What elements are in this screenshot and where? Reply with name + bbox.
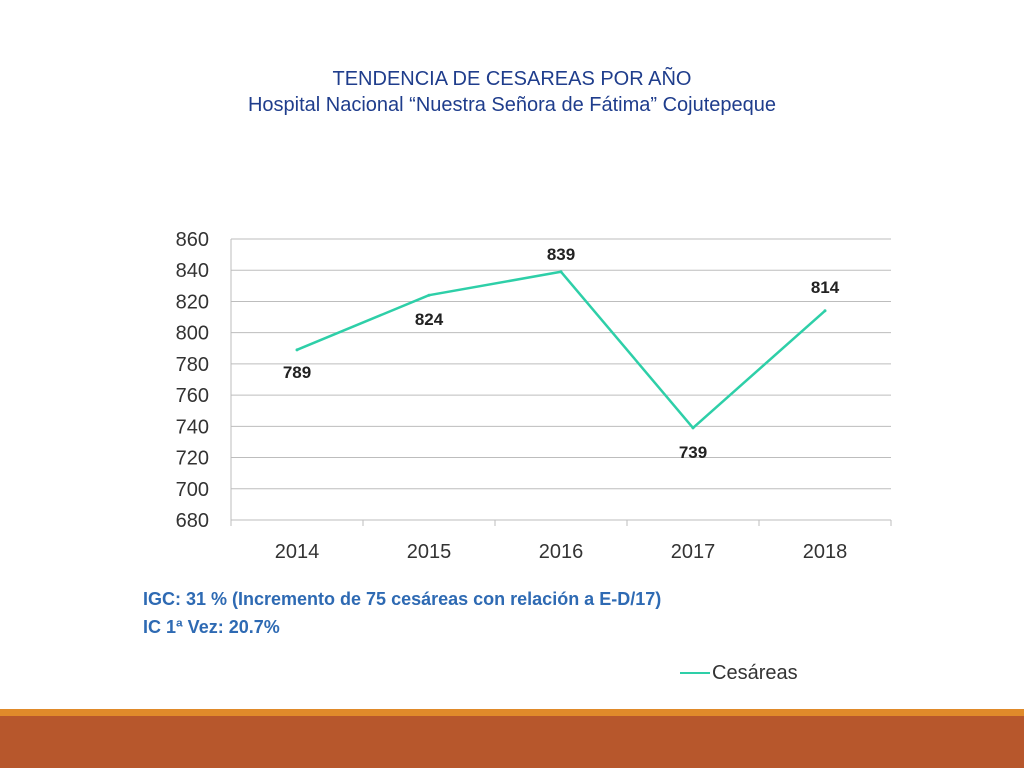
x-tick-label: 2014 (275, 541, 320, 563)
data-label: 824 (415, 310, 444, 329)
y-tick-label: 800 (176, 323, 209, 345)
y-tick-label: 780 (176, 354, 209, 376)
data-label: 839 (547, 245, 575, 264)
chart-subtitle: Hospital Nacional “Nuestra Señora de Fát… (247, 94, 777, 116)
y-tick-label: 720 (176, 448, 209, 470)
data-label: 739 (679, 443, 707, 462)
legend-line-swatch (680, 672, 710, 674)
x-tick-label: 2015 (407, 541, 452, 563)
chart-legend: Cesáreas (680, 660, 798, 686)
y-tick-label: 840 (176, 260, 209, 282)
y-tick-label: 700 (176, 479, 209, 501)
y-tick-label: 680 (176, 510, 209, 532)
x-tick-label: 2018 (803, 541, 848, 563)
line-chart: 680 700 720 740 760 780 800 820 840 860 2014 2015 20… (176, 229, 892, 563)
y-tick-label: 760 (176, 385, 209, 407)
x-tick-label: 2017 (671, 541, 716, 563)
footer-thin-stripe (0, 709, 1024, 716)
data-point (427, 293, 431, 297)
ic-note: IC 1ª Vez: 20.7% (143, 617, 280, 637)
data-point (559, 270, 563, 274)
legend-label: Cesáreas (712, 661, 798, 684)
series-line-cesareas (296, 270, 826, 430)
data-label: 789 (283, 363, 311, 382)
y-tick-label: 860 (176, 229, 209, 251)
data-point (691, 426, 695, 430)
data-point (295, 348, 299, 352)
chart-title-block: TENDENCIA DE CESAREAS POR AÑO Hospital N… (0, 66, 1024, 118)
y-tick-label: 820 (176, 291, 209, 313)
igc-note: IGC: 31 % (Incremento de 75 cesáreas con… (143, 589, 662, 609)
data-label: 814 (811, 278, 840, 297)
data-point (823, 309, 827, 313)
x-tick-label: 2016 (539, 541, 584, 563)
footer-band (0, 716, 1024, 768)
y-tick-label: 740 (176, 416, 209, 438)
chart-title: TENDENCIA DE CESAREAS POR AÑO (332, 68, 692, 90)
